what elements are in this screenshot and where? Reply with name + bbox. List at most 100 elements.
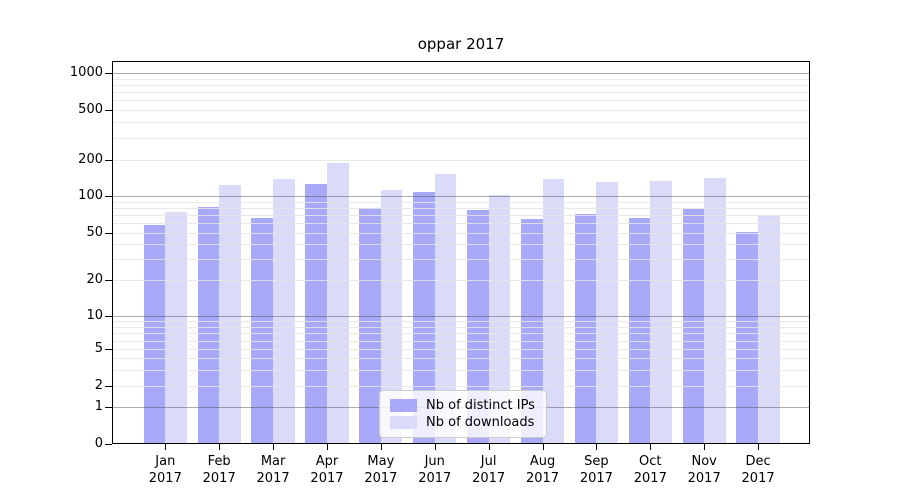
x-tick-mark	[273, 444, 275, 450]
bar-distinct-ips-mar	[251, 218, 274, 444]
y-tick-mark	[105, 160, 112, 161]
gridline-minor	[112, 326, 810, 328]
gridline-minor	[112, 207, 810, 209]
bar-downloads-oct	[650, 180, 672, 444]
gridline-minor	[112, 92, 810, 94]
x-tick-mark	[326, 444, 328, 450]
gridline-minor	[112, 110, 810, 111]
bar-distinct-ips-nov	[682, 209, 705, 444]
x-tick-label-jul: Jul 2017	[444, 453, 534, 487]
x-tick-month: Sep	[584, 454, 609, 469]
y-tick-label-20: 20	[86, 272, 103, 287]
x-tick-month: Apr	[315, 454, 339, 469]
bar-distinct-ips-apr	[305, 183, 327, 444]
x-tick-mark	[650, 444, 652, 450]
x-tick-mark	[434, 444, 436, 450]
bar-downloads-jul	[488, 195, 511, 444]
y-tick-label-0: 0	[94, 436, 103, 451]
gridline-major	[112, 316, 810, 318]
x-tick-year: 2017	[202, 471, 236, 486]
gridline-minor	[112, 85, 810, 87]
x-tick-month: Jun	[424, 454, 445, 469]
bar-distinct-ips-feb	[197, 206, 220, 444]
gridline-minor	[112, 100, 810, 102]
bar-downloads-sep	[596, 181, 618, 444]
bar-distinct-ips-jun	[413, 192, 435, 444]
chart-title: oppar 2017	[417, 35, 505, 53]
x-tick-label-may: May 2017	[336, 453, 426, 487]
legend-entry-downloads: Nb of downloads	[390, 414, 535, 431]
bar-distinct-ips-jul	[467, 209, 489, 444]
x-tick-month: Dec	[745, 454, 771, 469]
bar-distinct-ips-dec	[736, 231, 759, 444]
gridline-minor	[112, 280, 810, 281]
gridline-minor	[112, 333, 810, 335]
gridline-minor	[112, 244, 810, 246]
x-tick-mark	[219, 444, 221, 450]
x-tick-label-mar: Mar 2017	[228, 453, 318, 487]
y-tick-mark	[105, 73, 112, 75]
x-tick-month: Nov	[691, 454, 717, 469]
legend-label-downloads: Nb of downloads	[426, 415, 535, 430]
y-tick-mark	[105, 407, 112, 409]
x-tick-year: 2017	[633, 471, 667, 486]
y-tick-label-10: 10	[86, 308, 103, 324]
legend: Nb of distinct IPs Nb of downloads	[379, 390, 547, 438]
x-tick-mark	[165, 444, 167, 450]
legend-swatch-distinct-ips	[390, 399, 417, 412]
x-tick-label-feb: Feb 2017	[174, 453, 264, 487]
y-tick-mark	[105, 196, 112, 197]
y-tick-mark	[105, 349, 112, 351]
x-tick-label-aug: Aug 2017	[498, 453, 588, 487]
x-tick-year: 2017	[364, 471, 398, 486]
x-tick-year: 2017	[525, 471, 560, 486]
x-tick-month: Oct	[639, 454, 662, 469]
y-tick-label-500: 500	[78, 102, 103, 117]
gridline-major	[112, 73, 810, 75]
bar-downloads-may	[380, 190, 403, 444]
y-tick-mark	[105, 232, 112, 234]
y-tick-label-200: 200	[78, 152, 103, 167]
x-tick-label-apr: Apr 2017	[282, 453, 372, 487]
x-tick-label-dec: Dec 2017	[713, 453, 803, 487]
y-tick-mark	[105, 386, 112, 387]
x-tick-month: Feb	[207, 454, 231, 469]
x-tick-month: Jul	[480, 454, 497, 469]
bar-downloads-jan	[165, 211, 187, 444]
gridline-minor	[112, 369, 810, 371]
bar-downloads-jun	[434, 173, 457, 444]
legend-label-distinct-ips: Nb of distinct IPs	[426, 398, 535, 413]
y-tick-label-1: 1	[94, 399, 103, 415]
y-tick-mark	[105, 316, 112, 318]
x-tick-month: Mar	[260, 454, 286, 469]
x-tick-year: 2017	[310, 471, 344, 486]
gridline-minor	[112, 358, 810, 360]
gridline-minor	[112, 386, 810, 387]
x-tick-mark	[758, 444, 760, 450]
gridline-minor	[112, 349, 810, 351]
gridline-minor	[112, 160, 810, 161]
y-tick-mark	[105, 444, 112, 445]
x-tick-mark	[596, 444, 598, 450]
x-tick-year: 2017	[472, 471, 506, 486]
x-tick-mark	[488, 444, 490, 450]
y-tick-label-50: 50	[86, 224, 103, 240]
bar-distinct-ips-may	[359, 208, 381, 444]
bar-downloads-aug	[542, 179, 565, 444]
gridline-minor	[112, 78, 810, 80]
bar-downloads-apr	[326, 163, 349, 444]
bar-distinct-ips-aug	[520, 218, 543, 444]
bar-downloads-nov	[704, 178, 726, 444]
gridline-minor	[112, 259, 810, 261]
x-tick-mark	[380, 444, 382, 450]
gridline-major	[112, 196, 810, 197]
gridline-minor	[112, 223, 810, 225]
x-tick-month: Aug	[529, 454, 556, 469]
gridline-minor	[112, 201, 810, 203]
bar-downloads-dec	[758, 215, 780, 444]
x-tick-year: 2017	[579, 471, 613, 486]
x-tick-label-oct: Oct 2017	[605, 453, 695, 487]
x-tick-mark	[704, 444, 706, 450]
y-tick-mark	[105, 280, 112, 281]
